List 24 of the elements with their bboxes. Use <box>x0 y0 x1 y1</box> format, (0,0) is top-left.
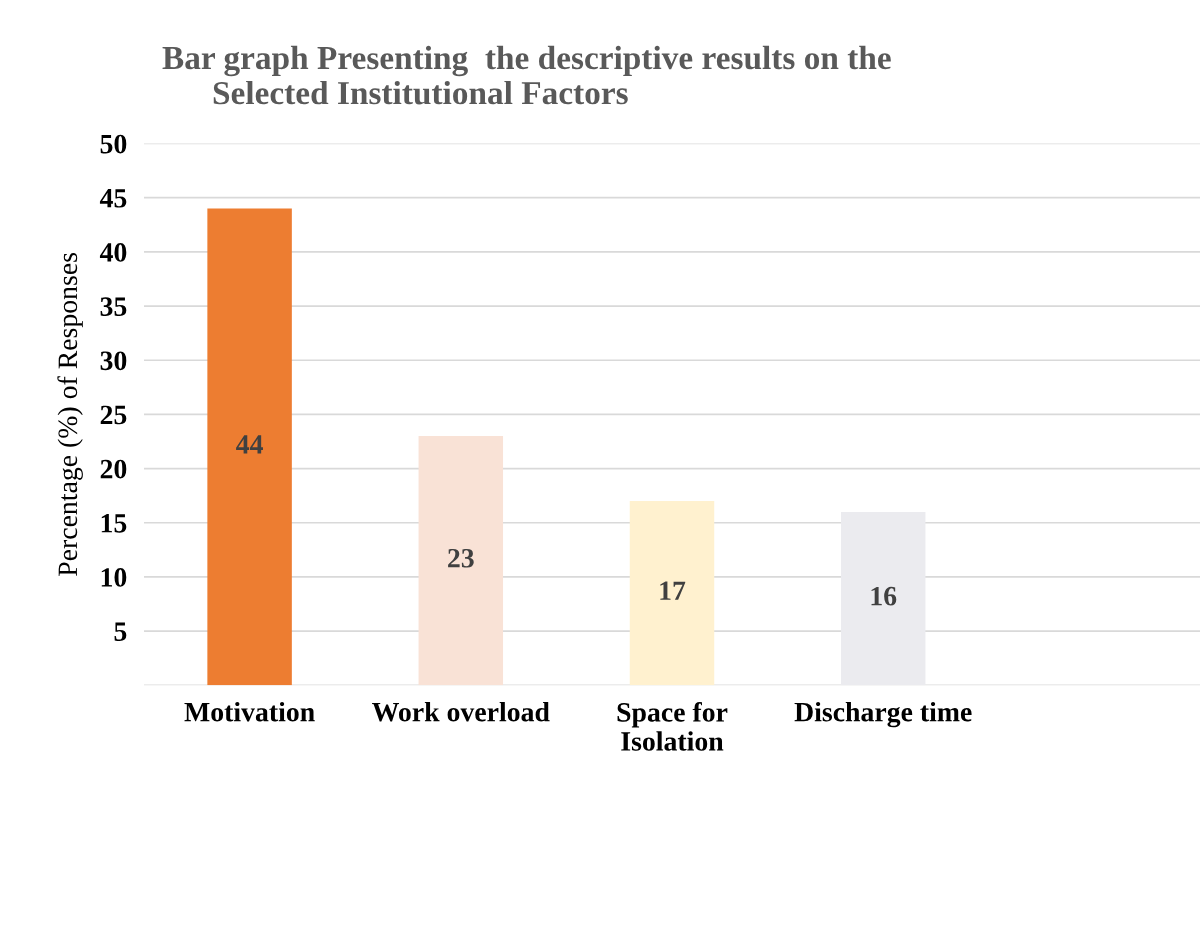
y-axis-title: Percentage (%) of Responses <box>57 253 83 576</box>
bar <box>840 511 926 686</box>
y-tick-label: 50 <box>100 134 127 154</box>
y-tick-label: 40 <box>99 243 127 262</box>
bar <box>207 208 292 686</box>
data-label: 44 <box>236 435 263 454</box>
data-label: 23 <box>448 548 474 568</box>
y-tick-label: 30 <box>100 351 127 371</box>
y-tick-label: 5 <box>114 622 127 641</box>
x-tick-label: Work overload <box>372 701 550 722</box>
bar <box>629 501 715 686</box>
chart-title: Bar graph Presenting the descriptive results on the Selected Institutional Factors <box>162 45 891 105</box>
bar <box>418 436 504 686</box>
y-tick-label: 45 <box>99 189 127 208</box>
x-tick-label: Motivation <box>184 701 315 722</box>
y-tick-label: 20 <box>100 459 127 479</box>
y-tick-label: 15 <box>101 514 127 533</box>
x-tick-label: Discharge time <box>794 701 972 728</box>
data-label: 17 <box>660 581 686 600</box>
data-label: 16 <box>871 586 897 606</box>
y-tick-label: 10 <box>101 568 127 587</box>
x-tick-label: Space for Isolation <box>617 701 728 751</box>
y-tick-label: 25 <box>100 405 127 425</box>
y-tick-label: 35 <box>100 297 127 316</box>
